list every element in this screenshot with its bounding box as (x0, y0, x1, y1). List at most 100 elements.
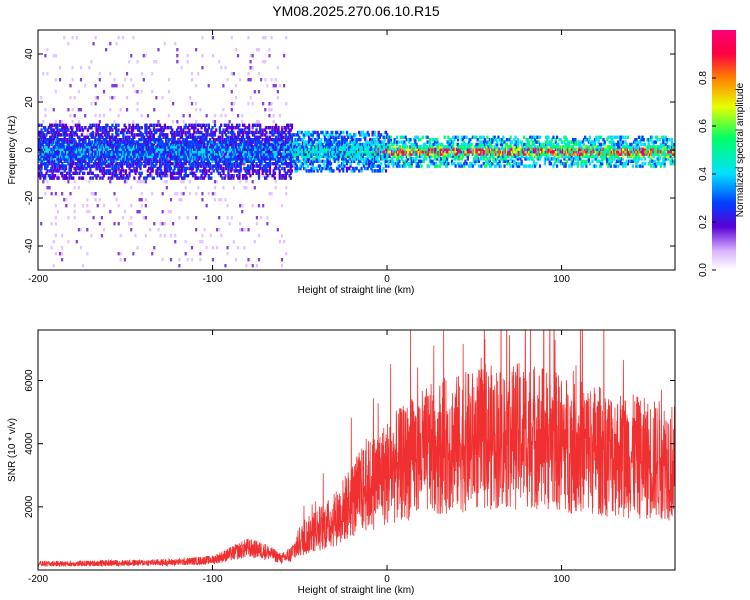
heatmap-cell (128, 157, 131, 161)
heatmap-cell (278, 157, 281, 161)
heatmap-cell (130, 216, 133, 220)
heatmap-cell (182, 162, 185, 166)
heatmap-cell (40, 164, 43, 168)
heatmap-cell (139, 174, 142, 178)
heatmap-cell (112, 159, 115, 163)
heatmap-cell (204, 138, 207, 142)
heatmap-cell (328, 138, 331, 142)
heatmap-cell (101, 176, 104, 180)
heatmap-cell (285, 152, 289, 156)
heatmap-cell (204, 166, 207, 171)
heatmap-cell (386, 159, 389, 163)
heatmap-cell (172, 140, 175, 144)
heatmap-cell (160, 171, 163, 175)
heatmap-cell (408, 152, 411, 156)
heatmap-cell (56, 154, 59, 159)
heatmap-cell (469, 150, 472, 154)
heatmap-cell (171, 135, 174, 139)
heatmap-cell (55, 126, 58, 130)
heatmap-cell (460, 152, 463, 156)
heatmap-cell (247, 36, 250, 40)
heatmap-cell (349, 147, 352, 151)
heatmap-cell (373, 169, 377, 173)
heatmap-cell (266, 150, 269, 154)
heatmap-cell (311, 142, 314, 147)
heatmap-cell (463, 135, 466, 139)
heatmap-cell (184, 130, 187, 135)
heatmap-cell (63, 138, 66, 142)
heatmap-cell (224, 138, 228, 142)
heatmap-cell (100, 142, 103, 147)
heatmap-cell (179, 171, 182, 175)
heatmap-cell (238, 138, 241, 142)
heatmap-cell (61, 147, 64, 151)
heatmap-cell (250, 130, 253, 135)
heatmap-cell (433, 150, 437, 154)
heatmap-cell (242, 174, 245, 178)
heatmap-cell (102, 130, 105, 135)
heatmap-cell (73, 180, 76, 184)
heatmap-cell (185, 145, 189, 149)
heatmap-cell (68, 135, 71, 139)
heatmap-cell (365, 166, 368, 171)
heatmap-cell (136, 60, 139, 64)
heatmap-cell (189, 159, 192, 163)
heatmap-cell (142, 216, 145, 220)
heatmap-cell (114, 128, 118, 132)
heatmap-cell (246, 152, 250, 156)
heatmap-cell (249, 174, 252, 178)
heatmap-cell (461, 150, 465, 154)
heatmap-cell (397, 154, 400, 159)
heatmap-cell (123, 180, 127, 184)
heatmap-cell (119, 252, 122, 256)
heatmap-cell (290, 126, 294, 130)
heatmap-cell (202, 166, 206, 171)
heatmap-cell (295, 133, 298, 137)
heatmap-cell (204, 171, 207, 175)
heatmap-cell (166, 145, 169, 149)
heatmap-cell (301, 152, 305, 156)
heatmap-cell (303, 142, 306, 147)
heatmap-cell (71, 126, 74, 130)
heatmap-cell (277, 126, 280, 130)
heatmap-cell (248, 157, 251, 161)
heatmap-cell (222, 162, 225, 166)
heatmap-cell (83, 138, 86, 142)
heatmap-cell (373, 145, 377, 149)
heatmap-cell (376, 169, 379, 173)
heatmap-cell (133, 135, 136, 139)
heatmap-cell (398, 145, 401, 149)
heatmap-cell (110, 140, 113, 144)
heatmap-cell (247, 72, 250, 76)
heatmap-cell (50, 140, 53, 144)
heatmap-cell (369, 164, 372, 168)
heatmap-cell (430, 154, 433, 159)
heatmap-cell (240, 157, 243, 161)
heatmap-cell (166, 147, 169, 151)
heatmap-cell (233, 135, 236, 139)
heatmap-cell (73, 147, 76, 151)
heatmap-cell (44, 145, 47, 149)
heatmap-cell (415, 162, 418, 166)
heatmap-cell (40, 150, 43, 154)
heatmap-cell (293, 154, 296, 159)
heatmap-cell (253, 150, 256, 154)
heatmap-cell (305, 140, 308, 144)
heatmap-cell (351, 140, 355, 144)
heatmap-cell (161, 152, 164, 156)
heatmap-cell (487, 162, 490, 166)
heatmap-cell (148, 228, 152, 232)
heatmap-cell (257, 135, 261, 139)
heatmap-cell (293, 140, 296, 144)
heatmap-cell (359, 145, 362, 149)
heatmap-cell (285, 147, 289, 151)
heatmap-cell (57, 150, 60, 154)
heatmap-cell (350, 140, 353, 144)
heatmap-cell (244, 130, 247, 135)
heatmap-cell (317, 140, 320, 144)
heatmap-cell (337, 135, 340, 139)
heatmap-cell (41, 154, 44, 159)
heatmap-cell (75, 36, 78, 40)
heatmap-cell (443, 135, 446, 139)
heatmap-cell (201, 123, 204, 127)
